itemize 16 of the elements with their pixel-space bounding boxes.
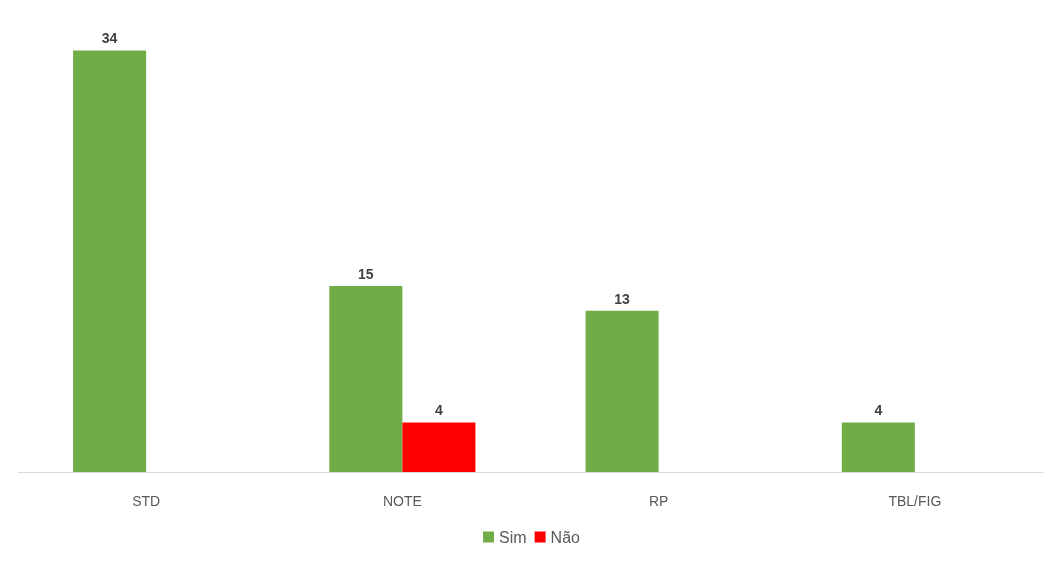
legend-label: Não bbox=[550, 528, 581, 546]
x-tick-label: RP bbox=[648, 493, 669, 509]
data-label: 15 bbox=[358, 266, 374, 282]
data-label: 34 bbox=[101, 30, 118, 47]
data-label: 4 bbox=[434, 402, 443, 419]
x-tick-label: STD bbox=[132, 493, 161, 509]
bar bbox=[841, 422, 915, 472]
bar bbox=[402, 422, 476, 472]
bar bbox=[585, 310, 659, 472]
data-label: 13 bbox=[614, 290, 631, 307]
x-tick-label: NOTE bbox=[382, 493, 422, 509]
data-label: 4 bbox=[874, 402, 883, 419]
legend-label: Sim bbox=[499, 528, 527, 546]
bar bbox=[329, 286, 403, 472]
x-tick-label: TBL/FIG bbox=[888, 493, 942, 509]
bar bbox=[73, 50, 147, 472]
